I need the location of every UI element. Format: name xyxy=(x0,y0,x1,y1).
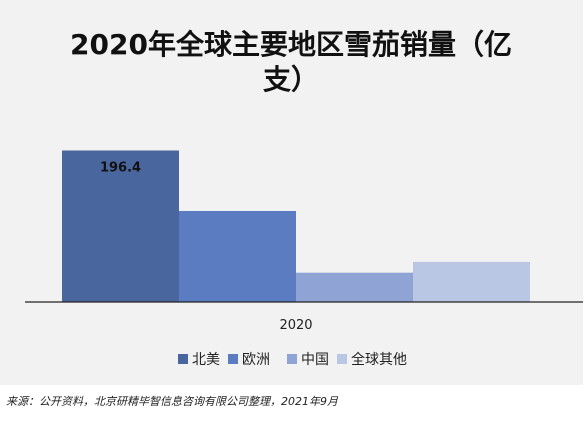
legend-swatch-1 xyxy=(178,354,188,364)
chart-title-line-1: 2020年全球主要地区雪茄销量（亿 xyxy=(70,28,512,61)
bar-2 xyxy=(179,210,296,302)
bar-4 xyxy=(413,261,530,302)
bar-1 xyxy=(62,150,179,302)
data-labels-group: 196.4 xyxy=(100,160,141,175)
legend-label-1: 北美 xyxy=(192,352,220,368)
data-label-1: 196.4 xyxy=(100,160,141,175)
legend-label-4: 全球其他 xyxy=(351,351,407,368)
chart-panel: 2020年全球主要地区雪茄销量（亿 支） 196.4 2020 北美 欧洲 中国 全球… xyxy=(0,0,583,385)
legend-swatch-3 xyxy=(287,354,297,364)
bar-chart: 2020年全球主要地区雪茄销量（亿 支） 196.4 2020 北美 欧洲 中国 全球… xyxy=(25,28,583,368)
legend-label-2: 欧洲 xyxy=(242,352,270,368)
source-note: 来源：公开资料，北京研精毕智信息咨询有限公司整理，2021年9月 xyxy=(6,395,338,408)
bar-3 xyxy=(296,272,413,302)
legend-label-3: 中国 xyxy=(301,352,329,368)
chart-title-line-2: 支） xyxy=(263,63,319,96)
legend-swatch-2 xyxy=(228,354,238,364)
x-tick-label: 2020 xyxy=(279,318,312,333)
legend: 北美 欧洲 中国 全球其他 xyxy=(178,351,407,368)
bars-group xyxy=(62,150,530,302)
legend-swatch-4 xyxy=(337,354,347,364)
